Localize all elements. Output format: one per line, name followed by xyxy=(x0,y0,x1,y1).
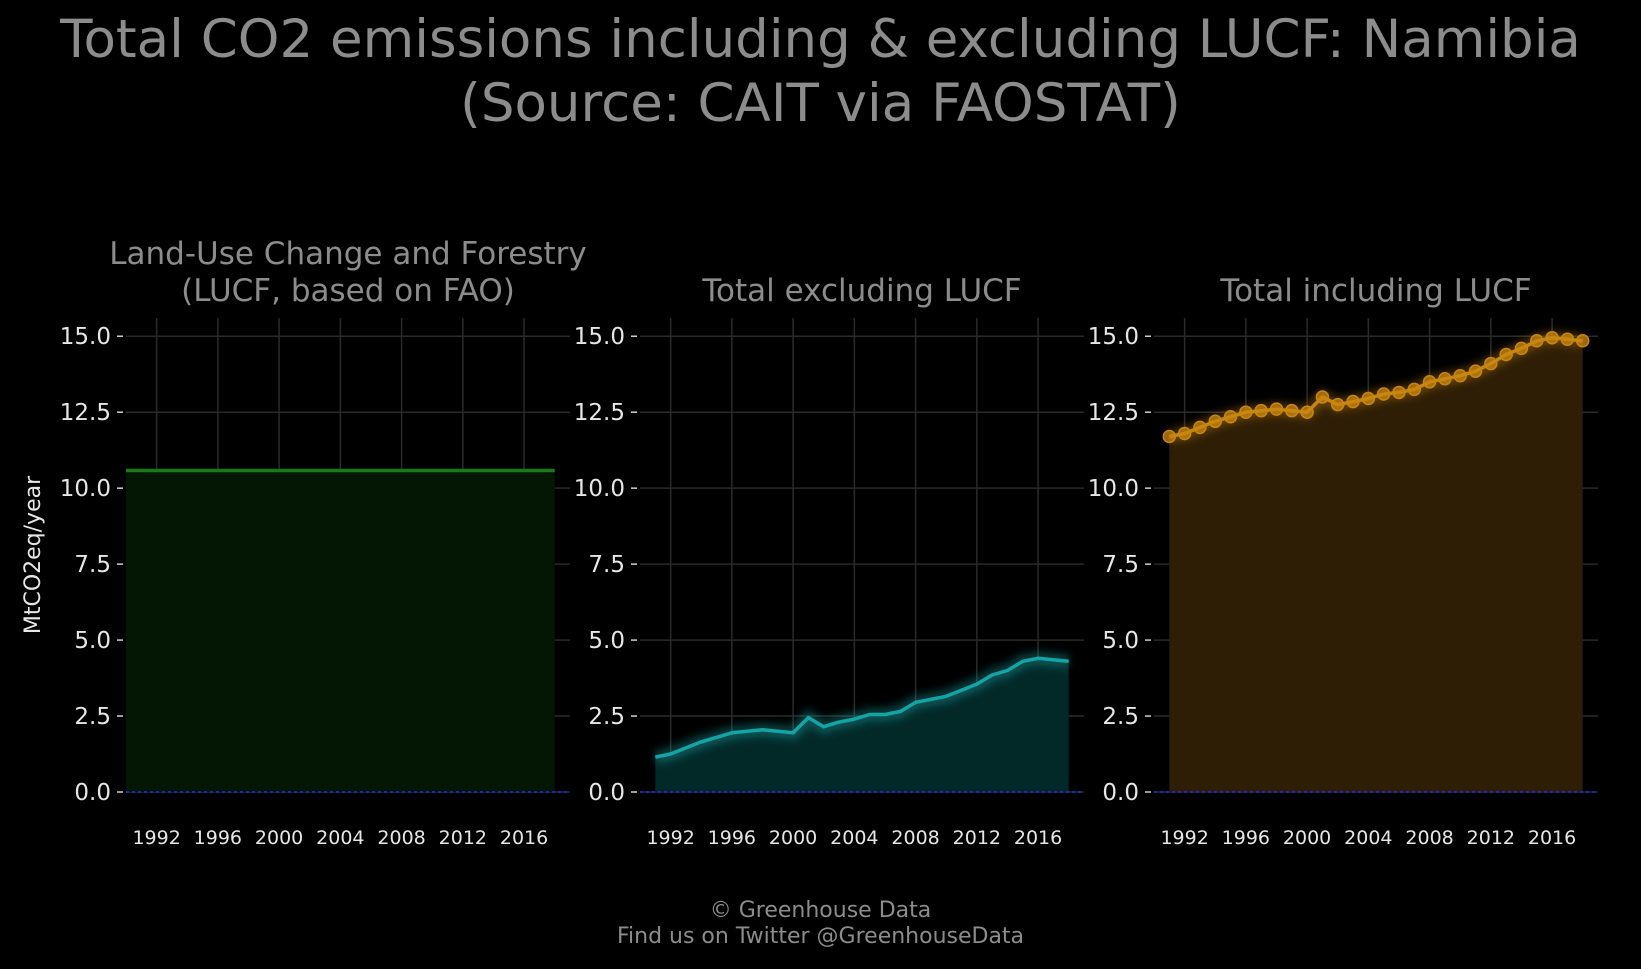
x-tick-label: 2008 xyxy=(891,827,939,849)
x-tick-label: 2004 xyxy=(830,827,878,849)
x-tick-label: 2000 xyxy=(1283,827,1331,849)
y-tick-label: 2.5 xyxy=(588,704,625,730)
y-tick-label: 7.5 xyxy=(588,552,625,578)
x-tick-label: 1992 xyxy=(1160,827,1208,849)
data-point xyxy=(1193,420,1207,435)
y-tick-label: 5.0 xyxy=(588,628,625,654)
x-tick-label: 1996 xyxy=(708,827,756,849)
x-tick-label: 2000 xyxy=(769,827,817,849)
x-tick-label: 1996 xyxy=(194,827,242,849)
x-tick-label: 2016 xyxy=(1014,827,1062,849)
x-tick-label: 2016 xyxy=(1528,827,1576,849)
y-tick-label: 15.0 xyxy=(60,324,111,350)
data-point xyxy=(1484,356,1498,371)
data-point xyxy=(1453,368,1467,383)
data-point xyxy=(1376,387,1391,401)
y-tick-label: 2.5 xyxy=(74,704,111,730)
data-point xyxy=(1254,403,1268,418)
data-point xyxy=(1285,403,1299,418)
x-tick-label: 2008 xyxy=(377,827,425,849)
y-tick-label: 5.0 xyxy=(1102,628,1139,654)
y-tick-label: 15.0 xyxy=(574,324,625,350)
data-point xyxy=(1162,429,1177,444)
data-point xyxy=(1177,426,1192,441)
x-tick-label: 2004 xyxy=(1344,827,1392,849)
y-tick-label: 7.5 xyxy=(74,552,111,578)
chart-title: Total CO2 emissions including & excludin… xyxy=(60,9,1581,134)
panel-title: (LUCF, based on FAO) xyxy=(181,273,515,309)
footer-copyright: © Greenhouse Data xyxy=(709,898,932,923)
x-tick-label: 2012 xyxy=(439,827,487,849)
y-tick-label: 12.5 xyxy=(1088,400,1139,426)
y-tick-label: 0.0 xyxy=(74,780,111,806)
data-point xyxy=(1361,391,1376,406)
data-point xyxy=(1514,341,1529,356)
x-tick-label: 1992 xyxy=(132,827,180,849)
series-line xyxy=(1168,336,1583,439)
data-point xyxy=(1239,405,1253,419)
chart-panel-3: 0.0 2.5 5.0 7.5 10.0 12.5 15.0 1992 1996 2000 2004… xyxy=(1088,273,1598,849)
y-tick-label: 0.0 xyxy=(588,780,625,806)
y-tick-label: 10.0 xyxy=(574,476,625,502)
data-point xyxy=(1575,334,1590,348)
x-tick-label: 2000 xyxy=(255,827,303,849)
x-tick-label: 2016 xyxy=(500,827,548,849)
y-tick-label: 10.0 xyxy=(60,476,111,502)
y-tick-label: 12.5 xyxy=(574,400,625,426)
data-point xyxy=(1468,364,1483,378)
data-point xyxy=(1223,410,1238,424)
series-area xyxy=(1169,337,1583,792)
data-point xyxy=(1330,397,1345,412)
data-point xyxy=(1438,372,1452,386)
data-point xyxy=(1300,405,1314,419)
x-tick-label: 2008 xyxy=(1405,827,1453,849)
y-tick-label: 0.0 xyxy=(1102,780,1139,806)
data-point xyxy=(1269,402,1284,416)
series-line xyxy=(654,656,1069,759)
y-tick-label: 10.0 xyxy=(1088,476,1139,502)
chart-panel-2: 0.0 2.5 5.0 7.5 10.0 12.5 15.0 1992 1996 2000 2004… xyxy=(574,273,1084,849)
x-tick-label: 2012 xyxy=(1467,827,1515,849)
series-area xyxy=(655,658,1069,792)
series-area xyxy=(126,470,555,792)
x-tick-label: 2004 xyxy=(316,827,364,849)
data-point xyxy=(1208,414,1222,429)
y-tick-label: 15.0 xyxy=(1088,324,1139,350)
data-point xyxy=(1560,332,1575,347)
data-point xyxy=(1499,347,1513,362)
data-point xyxy=(1392,385,1406,400)
x-tick-label: 1996 xyxy=(1222,827,1270,849)
y-tick-label: 7.5 xyxy=(1102,552,1139,578)
data-point xyxy=(1545,331,1559,345)
chart-panel-1: 0.0 2.5 5.0 7.5 10.0 12.5 15.0 1992 1996 2000 2004… xyxy=(21,236,587,849)
panel-title: Total including LUCF xyxy=(1219,273,1531,309)
y-tick-label: 12.5 xyxy=(60,400,111,426)
y-tick-label: 2.5 xyxy=(1102,704,1139,730)
data-point xyxy=(1407,382,1422,397)
panel-title: Total excluding LUCF xyxy=(701,273,1021,309)
data-point xyxy=(1422,375,1437,389)
data-point xyxy=(1530,334,1544,348)
y-tick-label: 5.0 xyxy=(74,628,111,654)
data-point xyxy=(1346,394,1360,409)
panel-title: Land-Use Change and Forestry xyxy=(109,236,587,272)
data-point xyxy=(1315,390,1330,404)
y-axis-label: MtCO2eq/year xyxy=(21,475,46,634)
x-tick-label: 2012 xyxy=(953,827,1001,849)
x-tick-label: 1992 xyxy=(646,827,694,849)
footer-credit: © Greenhouse Data Find us on Twitter @Gr… xyxy=(0,898,1641,950)
footer-twitter: Find us on Twitter @GreenhouseData xyxy=(616,924,1025,949)
